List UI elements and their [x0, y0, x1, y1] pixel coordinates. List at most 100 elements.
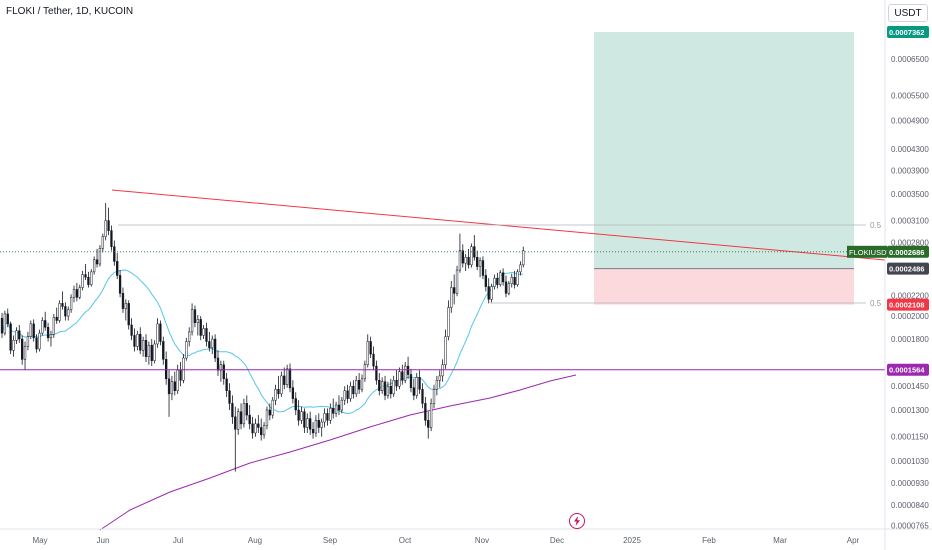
candle-body [317, 420, 320, 428]
candle-body [349, 385, 352, 399]
candle-body [107, 220, 110, 231]
candle-body [421, 388, 424, 404]
candle-body [156, 323, 159, 345]
candle-body [337, 404, 341, 411]
ma-slow-line[interactable] [99, 374, 577, 531]
candle-body [139, 334, 142, 351]
candle-body [355, 380, 358, 395]
candle-body [507, 283, 511, 294]
candle-body [35, 337, 38, 350]
y-tick-label: 0.0001300 [891, 406, 929, 415]
y-tick-label: 0.0004300 [891, 145, 929, 154]
x-tick-label: Sep [323, 536, 338, 545]
lightning-icon [574, 516, 580, 526]
y-tick-label: 0.0004900 [891, 117, 929, 126]
candle-body [69, 297, 73, 310]
candle-body [190, 309, 194, 333]
x-tick-label: Aug [248, 536, 262, 545]
price-badge [887, 298, 929, 311]
candle-body [306, 418, 309, 428]
candle-body [300, 411, 303, 421]
candle-body [366, 341, 369, 365]
price-badge [887, 363, 929, 376]
price-badge-label: 0.0001564 [889, 366, 925, 375]
candle-body [383, 381, 387, 396]
candle-body [481, 260, 485, 276]
x-tick-label: Mar [773, 536, 787, 545]
candle-body [121, 293, 125, 309]
candle-body [461, 250, 464, 264]
candle-body [179, 370, 182, 381]
candle-body [216, 357, 220, 371]
candle-body [441, 364, 444, 377]
candle-body [81, 274, 84, 288]
candle-body [3, 313, 7, 334]
candle-body [424, 403, 427, 421]
candle-body [110, 230, 113, 247]
y-tick-label: 0.0001450 [891, 382, 929, 391]
candle-body [46, 327, 50, 339]
candle-body [404, 365, 407, 381]
candle-body [165, 359, 168, 380]
candle-body [510, 277, 513, 284]
candle-body [182, 357, 185, 381]
candle-body [26, 336, 30, 347]
candle-body [464, 256, 467, 264]
candle-body [435, 380, 439, 390]
candle-body [133, 335, 136, 347]
chart-title: FLOKI / Tether, 1D, KUCOIN [6, 6, 134, 17]
candle-body [412, 387, 415, 396]
candle-body [447, 307, 450, 337]
stop-zone[interactable] [594, 268, 854, 305]
candle-body [418, 377, 421, 390]
y-tick-label: 0.0001150 [891, 433, 929, 442]
candle-body [113, 246, 116, 262]
candle-body [352, 385, 355, 395]
y-tick-label: 0.0002800 [891, 239, 929, 248]
candle-body [32, 323, 35, 339]
candle-body [124, 303, 127, 309]
candle-body [84, 274, 87, 278]
candle-body [52, 316, 55, 335]
candle-body [93, 259, 96, 273]
candle-body [176, 370, 179, 392]
candle-body [309, 418, 312, 430]
x-tick-label: May [32, 536, 47, 545]
candle-body [15, 330, 18, 341]
candle-body [170, 381, 174, 395]
price-badge-label: 0.0007362 [889, 28, 924, 37]
x-tick-label: Jul [173, 536, 183, 545]
candle-body [72, 289, 76, 298]
candle-body [167, 378, 171, 395]
candle-body [41, 320, 44, 334]
price-badge-label: 0.0002686 [889, 248, 924, 257]
candle-body [141, 340, 145, 351]
y-tick-label: 0.0006500 [891, 55, 929, 64]
candle-body [381, 381, 384, 392]
candle-body [262, 425, 266, 436]
currency-selector-button[interactable]: USDT [888, 4, 928, 22]
symbol-badge-label: FLOKIUSDT [849, 248, 892, 257]
candle-body [375, 365, 378, 381]
candle-body [254, 423, 257, 434]
candle-body [395, 380, 398, 387]
candle-body [478, 260, 482, 267]
y-tick-label: 0.0001030 [891, 457, 929, 466]
y-tick-label: 0.0001800 [891, 335, 929, 344]
candle-body [118, 275, 122, 294]
candle-body [455, 269, 459, 294]
candle-body [257, 423, 260, 428]
candle-body [398, 371, 401, 387]
candle-body [343, 390, 346, 401]
candle-body [153, 343, 156, 361]
target-zone[interactable] [594, 32, 854, 269]
candle-body [61, 303, 64, 307]
flash-icon[interactable] [569, 513, 585, 529]
candle-body [234, 416, 237, 430]
candle-body [49, 334, 53, 339]
candle-body [248, 414, 251, 425]
candle-body [78, 287, 81, 298]
candle-body [127, 303, 130, 326]
